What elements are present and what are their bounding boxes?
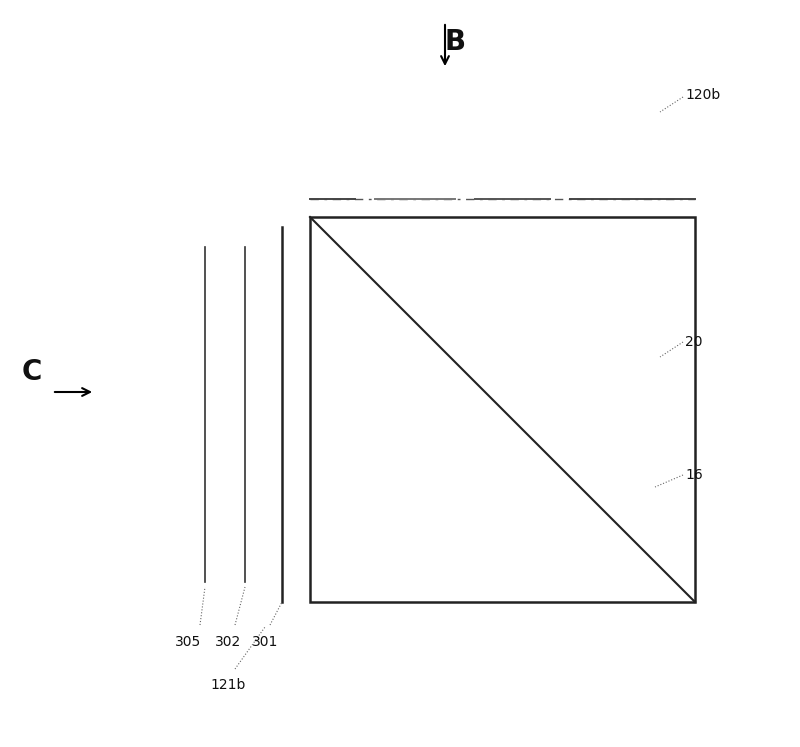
Text: B: B: [445, 28, 466, 56]
Text: 302: 302: [215, 635, 241, 649]
Text: C: C: [22, 358, 42, 386]
Text: 20: 20: [685, 335, 702, 349]
Text: 120b: 120b: [685, 88, 720, 102]
Text: 16: 16: [685, 468, 702, 482]
Bar: [310, 217, 695, 602]
Text: 305: 305: [175, 635, 201, 649]
Text: 301: 301: [252, 635, 278, 649]
Text: 121b: 121b: [210, 678, 246, 692]
